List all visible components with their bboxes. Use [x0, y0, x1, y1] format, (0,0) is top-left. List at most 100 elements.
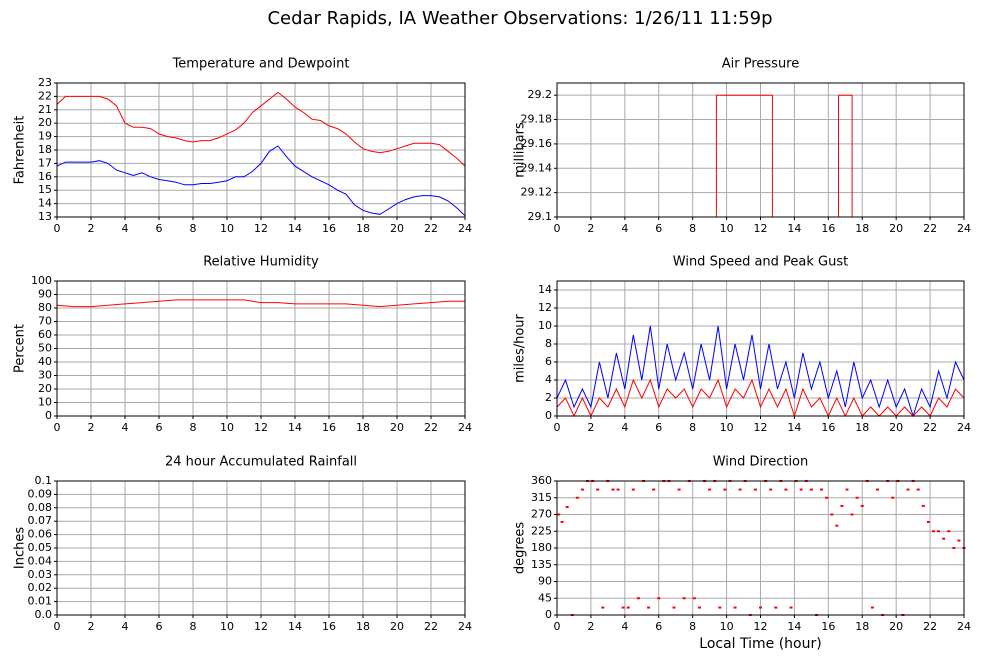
subplot-title: Relative Humidity — [203, 255, 319, 270]
y-tick-label: 15 — [38, 183, 52, 196]
data-point — [835, 524, 839, 527]
data-point — [784, 488, 788, 491]
x-tick-label: 8 — [190, 222, 197, 235]
figure-title: Cedar Rapids, IA Weather Observations: 1… — [267, 8, 772, 29]
y-tick-label: 19 — [38, 130, 52, 143]
y-tick-label: 0.09 — [28, 487, 53, 500]
plot-frame — [56, 82, 466, 218]
y-tick-label: 29.14 — [521, 161, 553, 174]
data-point — [876, 488, 880, 491]
data-line — [56, 145, 466, 217]
x-tick-label: 0 — [554, 222, 561, 235]
data-point — [611, 488, 615, 491]
y-tick-label: 50 — [38, 342, 52, 355]
x-tick-label: 16 — [821, 222, 835, 235]
x-tick-label: 4 — [122, 421, 129, 434]
data-point — [759, 606, 762, 609]
x-tick-label: 2 — [587, 620, 594, 633]
data-point — [860, 504, 864, 507]
subplot-title: Temperature and Dewpoint — [172, 57, 350, 72]
y-axis-label: Percent — [13, 324, 28, 373]
x-tick-label: 20 — [889, 222, 903, 235]
data-point — [631, 488, 635, 491]
data-point — [557, 513, 561, 516]
x-tick-label: 10 — [220, 222, 234, 235]
data-point — [855, 496, 859, 499]
x-tick-label: 10 — [720, 222, 734, 235]
data-point — [626, 606, 630, 609]
x-tick-label: 8 — [190, 421, 197, 434]
y-tick-label: 80 — [38, 301, 52, 314]
data-point — [733, 606, 737, 609]
y-tick-label: 0 — [545, 409, 552, 422]
x-tick-label: 8 — [689, 421, 696, 434]
y-tick-label: 0.0 — [35, 608, 53, 621]
y-tick-label: 20 — [38, 382, 52, 395]
data-point — [921, 504, 925, 507]
x-tick-label: 24 — [458, 620, 472, 633]
x-tick-label: 16 — [322, 620, 336, 633]
data-line — [556, 325, 965, 418]
x-tick-label: 18 — [855, 421, 869, 434]
x-tick-label: 24 — [458, 222, 472, 235]
data-point — [560, 520, 564, 523]
y-tick-label: 225 — [531, 524, 552, 537]
x-tick-label: 12 — [254, 421, 268, 434]
y-tick-label: 14 — [538, 283, 552, 296]
x-tick-label: 14 — [787, 222, 801, 235]
plot-frame — [56, 280, 466, 417]
data-point — [697, 606, 701, 609]
y-tick-label: 29.16 — [521, 137, 553, 150]
data-point — [636, 597, 640, 600]
data-point — [708, 488, 712, 491]
data-point — [677, 488, 681, 491]
x-tick-label: 6 — [655, 222, 662, 235]
y-tick-label: 0.02 — [28, 581, 53, 594]
x-tick-label: 2 — [88, 222, 95, 235]
y-tick-label: 10 — [538, 319, 552, 332]
data-point — [947, 530, 951, 533]
x-tick-label: 18 — [356, 421, 370, 434]
x-tick-label: 4 — [122, 620, 129, 633]
y-tick-label: 45 — [538, 591, 552, 604]
x-tick-label: 22 — [424, 421, 438, 434]
plot-frame — [556, 480, 965, 616]
x-tick-label: 6 — [156, 421, 163, 434]
x-tick-label: 18 — [855, 620, 869, 633]
x-tick-label: 20 — [889, 421, 903, 434]
x-tick-label: 24 — [957, 421, 971, 434]
y-tick-label: 16 — [38, 170, 52, 183]
data-point — [850, 513, 854, 516]
x-tick-label: 22 — [923, 421, 937, 434]
x-axis-label: Local Time (hour) — [699, 636, 821, 652]
y-tick-label: 0.01 — [28, 595, 53, 608]
x-tick-label: 10 — [220, 421, 234, 434]
y-tick-label: 21 — [38, 103, 52, 116]
data-point — [647, 606, 651, 609]
data-point — [799, 488, 803, 491]
x-tick-label: 4 — [122, 222, 129, 235]
data-point — [657, 597, 661, 600]
y-tick-label: 135 — [531, 558, 552, 571]
x-tick-label: 10 — [720, 421, 734, 434]
data-point — [942, 537, 946, 540]
x-tick-label: 12 — [754, 222, 768, 235]
data-point — [820, 488, 824, 491]
y-tick-label: 29.2 — [528, 88, 553, 101]
data-point — [621, 606, 625, 609]
y-axis-label: Fahrenheit — [13, 116, 28, 185]
x-tick-label: 12 — [754, 620, 768, 633]
y-tick-label: 0.05 — [28, 541, 53, 554]
y-axis-label: miles/hour — [513, 313, 528, 382]
subplot-title: Wind Speed and Peak Gust — [673, 255, 848, 270]
subplot-title: Air Pressure — [722, 57, 800, 72]
data-point — [891, 496, 895, 499]
x-tick-label: 6 — [655, 620, 662, 633]
y-axis-label: millibars — [513, 122, 528, 178]
y-tick-label: 29.1 — [528, 210, 553, 223]
data-point — [809, 488, 813, 491]
data-line — [56, 299, 465, 308]
x-tick-label: 6 — [156, 222, 163, 235]
